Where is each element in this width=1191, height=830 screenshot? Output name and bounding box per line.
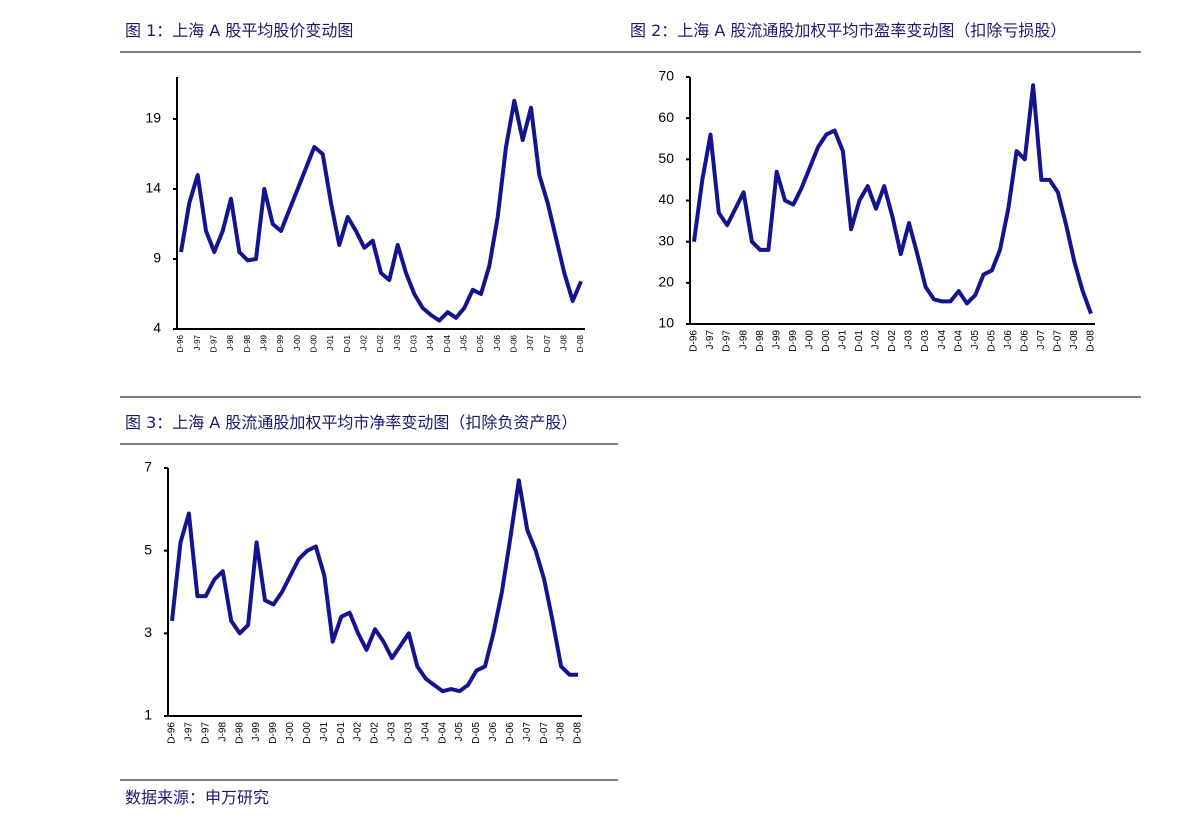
chart-title: 图 3：上海 A 股流通股加权平均市净率变动图（扣除负资产股） [125,413,577,432]
x-tick-label: J-00 [293,334,302,350]
x-tick-label: D-04 [953,330,964,352]
x-tick-label: J-08 [556,722,567,742]
y-tick-label: 19 [145,110,161,126]
x-tick-label: D-04 [437,722,448,744]
x-tick-label: D-97 [200,722,211,744]
x-tick-label: D-99 [788,330,799,352]
x-tick-label: J-08 [559,334,568,350]
y-tick-label: 10 [658,315,674,331]
chart-title: 图 1：上海 A 股平均股价变动图 [125,21,353,40]
x-tick-label: J-08 [1069,330,1080,350]
x-tick-label: D-08 [573,722,584,744]
line [179,98,583,323]
x-tick-label: J-01 [319,722,330,742]
x-tick-label: D-05 [471,722,482,744]
x-tick-label: J-00 [804,330,815,350]
x-tick-label: J-05 [970,330,981,350]
x-tick-label: D-98 [243,334,252,352]
x-tick-label: J-06 [493,334,502,350]
y-tick-label: 40 [658,191,674,207]
x-tick-label: D-97 [722,330,733,352]
x-tick-label: J-99 [259,334,268,350]
x-tick-label: J-03 [387,722,398,742]
x-tick-label: D-05 [476,334,485,352]
x-tick-label: D-08 [576,334,585,352]
x-tick-label: J-07 [1036,330,1047,350]
x-tick-label: D-96 [167,722,178,744]
x-tick-label: D-01 [854,330,865,352]
x-tick-label: D-04 [443,334,452,352]
x-tick-label: J-97 [184,722,195,742]
x-tick-label: D-97 [209,334,218,352]
x-tick-label: J-97 [193,334,202,350]
x-tick-label: D-98 [234,722,245,744]
x-tick-label: J-02 [353,722,364,742]
x-tick-label: D-99 [276,334,285,352]
chart-title: 图 2：上海 A 股流通股加权平均市盈率变动图（扣除亏损股） [630,21,1066,40]
x-tick-label: J-98 [226,334,235,350]
y-tick-label: 50 [658,150,674,166]
x-tick-label: J-07 [522,722,533,742]
x-tick-label: D-02 [370,722,381,744]
x-tick-label: D-96 [689,330,700,352]
x-tick-label: D-98 [755,330,766,352]
y-tick-label: 70 [658,68,674,84]
x-tick-label: D-08 [1086,330,1097,352]
x-tick-label: J-07 [526,334,535,350]
x-tick-label: D-07 [1053,330,1064,352]
y-tick-label: 60 [658,109,674,125]
x-tick-label: J-98 [738,330,749,350]
x-tick-label: J-97 [705,330,716,350]
y-tick-label: 30 [658,232,674,248]
x-tick-label: J-04 [937,330,948,350]
x-tick-label: D-02 [887,330,898,352]
y-tick-label: 20 [658,274,674,290]
x-tick-label: J-98 [217,722,228,742]
y-tick-label: 5 [144,541,152,557]
x-tick-label: D-03 [403,722,414,744]
x-tick-label: D-01 [336,722,347,744]
y-tick-label: 4 [153,320,161,336]
x-tick-label: J-05 [454,722,465,742]
x-tick-label: D-06 [1019,330,1030,352]
x-tick-label: D-00 [302,722,313,744]
x-tick-label: D-96 [176,334,185,352]
x-tick-label: J-00 [285,722,296,742]
line [692,83,1093,315]
x-tick-label: J-06 [1003,330,1014,350]
x-tick-label: D-06 [505,722,516,744]
x-tick-label: J-06 [488,722,499,742]
x-tick-label: D-03 [920,330,931,352]
line [170,478,578,694]
x-tick-label: J-04 [420,722,431,742]
x-tick-label: D-00 [309,334,318,352]
x-tick-label: D-02 [376,334,385,352]
x-tick-label: D-07 [539,722,550,744]
x-tick-label: D-05 [986,330,997,352]
x-tick-label: J-02 [359,334,368,350]
y-tick-label: 14 [145,180,161,196]
source-note: 数据来源：申万研究 [125,788,269,807]
x-tick-label: D-99 [268,722,279,744]
x-tick-label: D-00 [821,330,832,352]
x-tick-label: J-02 [871,330,882,350]
x-tick-label: D-01 [343,334,352,352]
x-tick-label: J-99 [251,722,262,742]
y-tick-label: 7 [144,459,152,475]
y-tick-label: 3 [144,624,152,640]
x-tick-label: J-01 [838,330,849,350]
x-tick-label: D-03 [409,334,418,352]
x-tick-label: J-04 [426,334,435,350]
x-tick-label: D-06 [509,334,518,352]
y-tick-label: 1 [144,707,152,723]
x-tick-label: J-03 [393,334,402,350]
x-tick-label: J-03 [904,330,915,350]
y-tick-label: 9 [153,250,161,266]
x-tick-label: D-07 [543,334,552,352]
x-tick-label: J-05 [459,334,468,350]
x-tick-label: J-99 [771,330,782,350]
x-tick-label: J-01 [326,334,335,350]
